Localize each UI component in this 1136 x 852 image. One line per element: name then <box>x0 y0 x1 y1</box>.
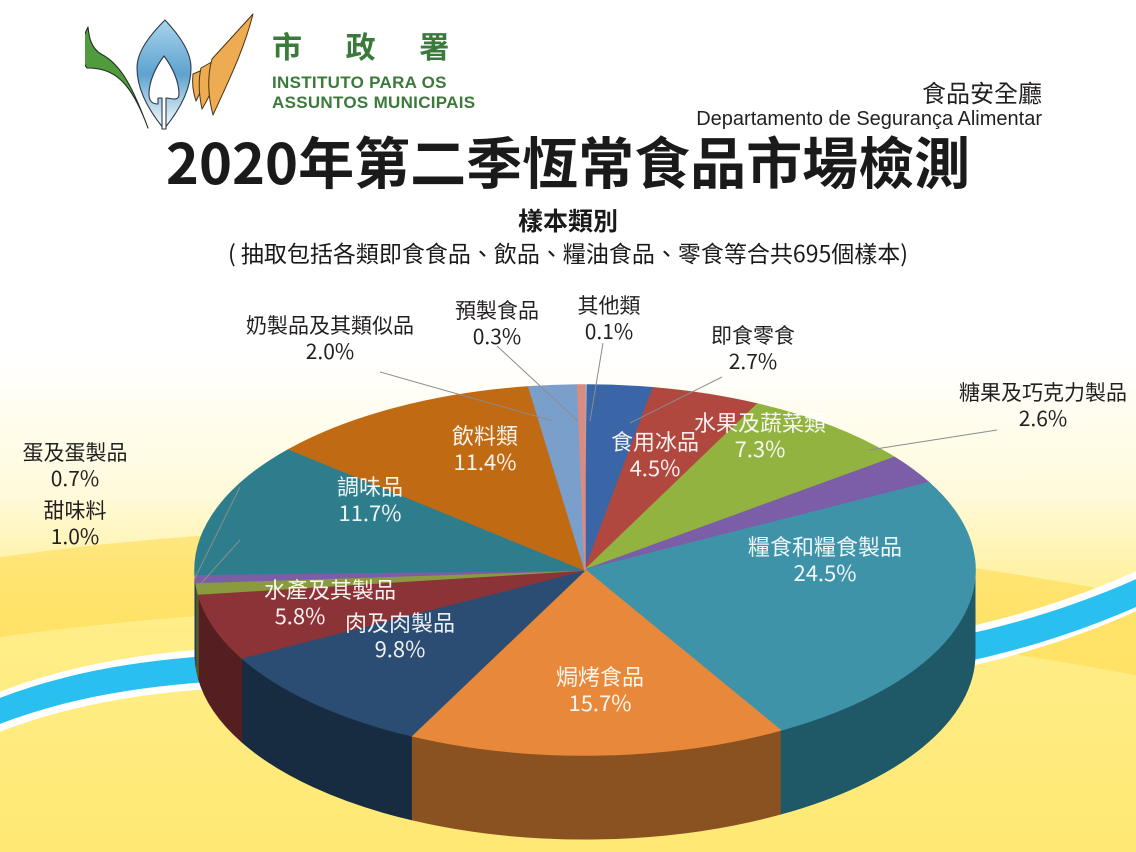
svg-text:11.7%: 11.7% <box>338 496 401 528</box>
svg-text:7.3%: 7.3% <box>735 432 786 464</box>
svg-text:9.8%: 9.8% <box>375 632 426 664</box>
svg-text:0.1%: 0.1% <box>585 316 634 346</box>
svg-text:2.7%: 2.7% <box>729 346 778 376</box>
svg-text:2.6%: 2.6% <box>1019 403 1068 433</box>
svg-text:24.5%: 24.5% <box>793 556 856 588</box>
svg-text:2.0%: 2.0% <box>306 336 355 366</box>
svg-text:5.8%: 5.8% <box>275 599 326 631</box>
svg-text:0.7%: 0.7% <box>51 463 100 493</box>
svg-text:4.5%: 4.5% <box>630 451 681 483</box>
svg-text:0.3%: 0.3% <box>473 321 522 351</box>
svg-text:11.4%: 11.4% <box>453 445 516 477</box>
svg-text:15.7%: 15.7% <box>568 686 631 718</box>
svg-text:1.0%: 1.0% <box>51 521 100 551</box>
